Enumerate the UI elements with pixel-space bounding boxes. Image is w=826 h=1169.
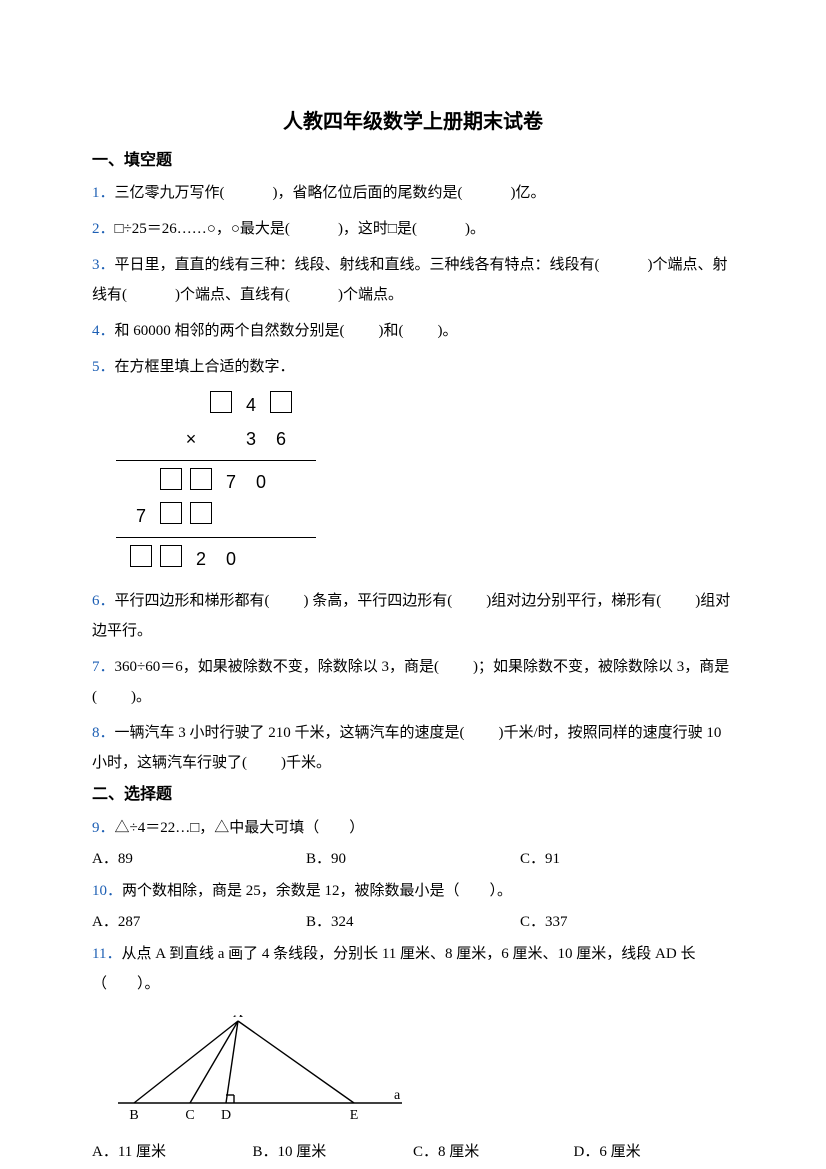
q4-text-a: 和 60000 相邻的两个自然数分别是(: [115, 323, 345, 339]
question-number: 9．: [92, 820, 115, 836]
question-number: 5．: [92, 359, 115, 375]
question-number: 7．: [92, 659, 115, 675]
question-number: 8．: [92, 725, 115, 741]
q7-text-c: )。: [131, 689, 151, 705]
question-number: 4．: [92, 323, 115, 339]
option-b: B．324: [306, 912, 520, 933]
question-8: 8．一辆汽车 3 小时行驶了 210 千米，这辆汽车的速度是()千米/时，按照同…: [92, 718, 734, 778]
svg-text:A: A: [233, 1015, 244, 1021]
question-5: 5．在方框里填上合适的数字．: [92, 352, 734, 382]
q8-text-c: )千米。: [281, 755, 331, 771]
question-number: 6．: [92, 593, 115, 609]
option-a: A．11 厘米: [92, 1142, 253, 1163]
option-a: A．89: [92, 849, 306, 870]
q4-text-b: )和(: [379, 323, 404, 339]
option-c: C．8 厘米: [413, 1142, 574, 1163]
q1-text-c: )亿。: [511, 185, 546, 201]
q5-text-a: 在方框里填上合适的数字．: [115, 359, 295, 375]
q1-text-b: )，省略亿位后面的尾数约是(: [273, 185, 463, 201]
option-b: B．90: [306, 849, 520, 870]
question-11-options: A．11 厘米 B．10 厘米 C．8 厘米 D．6 厘米: [92, 1142, 734, 1163]
option-c: C．337: [520, 912, 734, 933]
q10-text: 两个数相除，商是 25，余数是 12，被除数最小是（ ）。: [122, 883, 512, 899]
q3-text-c: )个端点、直线有(: [175, 287, 290, 303]
question-9-options: A．89 B．90 C．91: [92, 849, 734, 870]
page-title: 人教四年级数学上册期末试卷: [92, 108, 734, 136]
section-heading-2: 二、选择题: [92, 784, 734, 806]
svg-text:C: C: [185, 1108, 194, 1123]
q8-text-a: 一辆汽车 3 小时行驶了 210 千米，这辆汽车的速度是(: [115, 725, 465, 741]
q6-text-b: ) 条高，平行四边形有(: [304, 593, 453, 609]
svg-text:E: E: [350, 1108, 359, 1123]
q6-text-a: 平行四边形和梯形都有(: [115, 593, 270, 609]
svg-text:a: a: [394, 1088, 401, 1103]
question-number: 3．: [92, 257, 115, 273]
question-number: 11．: [92, 946, 121, 962]
question-6: 6．平行四边形和梯形都有() 条高，平行四边形有()组对边分别平行，梯形有()组…: [92, 586, 734, 646]
option-b: B．10 厘米: [253, 1142, 414, 1163]
question-11: 11．从点 A 到直线 a 画了 4 条线段，分别长 11 厘米、8 厘米，6 …: [92, 939, 734, 999]
q4-text-c: )。: [438, 323, 458, 339]
q11-text: 从点 A 到直线 a 画了 4 条线段，分别长 11 厘米、8 厘米，6 厘米、…: [92, 946, 695, 992]
q3-text-a: 平日里，直直的线有三种：线段、射线和直线。三种线各有特点：线段有(: [115, 257, 600, 273]
question-9: 9．△÷4＝22…□，△中最大可填（ ）: [92, 813, 734, 843]
question-1: 1．三亿零九万写作( )，省略亿位后面的尾数约是( )亿。: [92, 178, 734, 208]
option-a: A．287: [92, 912, 306, 933]
svg-text:B: B: [129, 1108, 138, 1123]
q2-text-c: )。: [465, 221, 485, 237]
option-c: C．91: [520, 849, 734, 870]
svg-text:D: D: [221, 1108, 231, 1123]
q7-text-a: 360÷60＝6，如果被除数不变，除数除以 3，商是(: [115, 659, 439, 675]
question-number: 1．: [92, 185, 115, 201]
question-10-options: A．287 B．324 C．337: [92, 912, 734, 933]
option-d: D．6 厘米: [574, 1142, 735, 1163]
q2-text-a: □÷25＝26……○，○最大是(: [115, 221, 290, 237]
question-4: 4．和 60000 相邻的两个自然数分别是( )和( )。: [92, 316, 734, 346]
geometry-diagram: A B C D Ea: [116, 1015, 734, 1132]
q6-text-c: )组对边分别平行，梯形有(: [486, 593, 661, 609]
question-2: 2．□÷25＝26……○，○最大是( )，这时□是( )。: [92, 214, 734, 244]
multiplication-diagram: 4×3670720: [116, 388, 734, 576]
question-10: 10．两个数相除，商是 25，余数是 12，被除数最小是（ ）。: [92, 876, 734, 906]
q3-text-d: )个端点。: [338, 287, 403, 303]
q9-text: △÷4＝22…□，△中最大可填（ ）: [115, 820, 365, 836]
section-heading-1: 一、填空题: [92, 150, 734, 172]
q2-text-b: )，这时□是(: [338, 221, 417, 237]
question-number: 2．: [92, 221, 115, 237]
question-3: 3．平日里，直直的线有三种：线段、射线和直线。三种线各有特点：线段有( )个端点、…: [92, 250, 734, 310]
question-7: 7．360÷60＝6，如果被除数不变，除数除以 3，商是()；如果除数不变，被除…: [92, 652, 734, 712]
question-number: 10．: [92, 883, 122, 899]
q1-text-a: 三亿零九万写作(: [115, 185, 225, 201]
